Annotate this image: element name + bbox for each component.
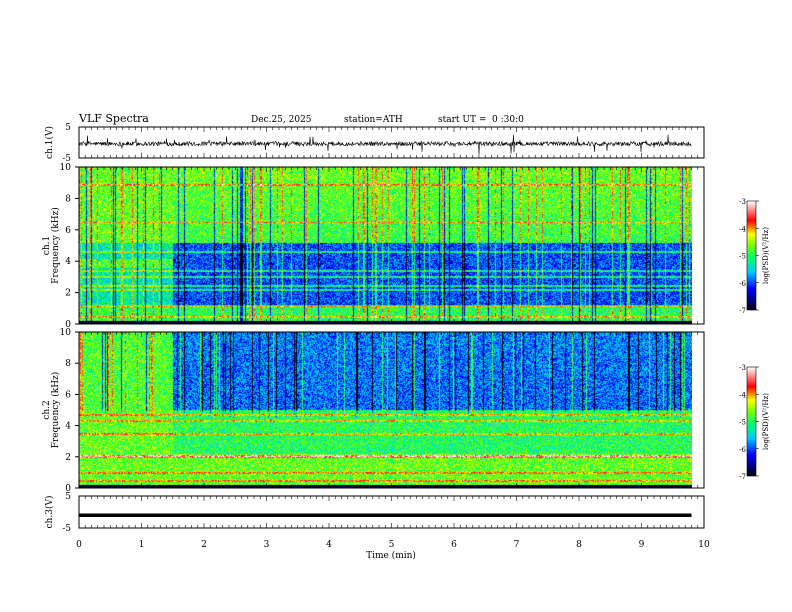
- start-ut-label: start UT =: [438, 115, 487, 125]
- ch3-ytick-label: 5: [65, 492, 71, 502]
- time-tick-label: 1: [139, 540, 145, 550]
- ch1-colorbar: -3 -4 -5 -6 -7 log(PSD)(V²/Hz): [739, 198, 770, 315]
- s2-ytick-label: 8: [65, 359, 71, 369]
- s2-ytick-label: 4: [65, 422, 71, 432]
- s2-ytick-label: 6: [65, 390, 71, 400]
- time-tick-label: 9: [639, 540, 645, 550]
- s1-ytick-label: 6: [65, 226, 71, 236]
- ch1-colorbar-tick-label: -6: [739, 280, 746, 288]
- ch1-colorbar-label: log(PSD)(V²/Hz): [762, 227, 770, 284]
- ch1-waveform-trace: [78, 134, 692, 155]
- s2-channel-label: ch.2: [42, 400, 52, 419]
- time-tick-label: 7: [514, 540, 520, 550]
- ch1-ytick-label: -5: [62, 154, 71, 164]
- ch1-ytick-label: 5: [65, 123, 71, 133]
- ch2-colorbar-tick-label: -6: [739, 446, 746, 454]
- s2-ytick-label: 10: [60, 328, 72, 338]
- s1-frequency-label: Frequency (kHz): [50, 207, 61, 284]
- time-tick-label: 3: [264, 540, 270, 550]
- s1-ytick-label: 2: [65, 289, 71, 299]
- ch2-colorbar-tick-label: -3: [739, 364, 746, 372]
- ch1-spectrogram-panel: 0 2 4 6 8 10 ch.1 Frequency (kHz): [42, 163, 705, 330]
- time-tick-label: 8: [576, 540, 582, 550]
- time-tick-label: 2: [201, 540, 207, 550]
- s1-ytick-label: 8: [65, 194, 71, 204]
- start-ut-value: 0 :30:0: [492, 115, 524, 125]
- ch1-colorbar-tick-label: -7: [739, 307, 746, 315]
- ch2-colorbar-label: log(PSD)(V²/Hz): [762, 393, 770, 450]
- date-label: Dec.25, 2025: [251, 115, 312, 125]
- s2-ytick-label: 2: [65, 453, 71, 463]
- ch3-ytick-label: -5: [62, 524, 71, 534]
- time-tick-label: 0: [76, 540, 82, 550]
- ch3-waveform-panel: 5 -5 ch.3(V) 0 1 2 3 4 5 6 7 8 9 10 Time (min): [44, 492, 710, 561]
- s1-channel-label: ch.1: [42, 236, 52, 255]
- time-tick-label: 5: [389, 540, 395, 550]
- ch1-waveform-panel: 5 -5 ch.1(V): [44, 123, 705, 164]
- time-axis-label: Time (min): [366, 550, 416, 561]
- s2-spectrogram-image: [79, 332, 692, 488]
- time-tick-label: 10: [698, 540, 710, 550]
- ch1-colorbar-tick-label: -4: [739, 225, 746, 233]
- time-tick-label: 4: [326, 540, 332, 550]
- ch2-colorbar: -3 -4 -5 -6 -7 log(PSD)(V²/Hz): [739, 364, 770, 481]
- ch1-axis-label: ch.1(V): [44, 126, 55, 159]
- s1-ytick-label: 10: [60, 163, 72, 173]
- figure-title: VLF Spectra: [79, 112, 149, 125]
- s2-ytick-label: 0: [65, 484, 71, 494]
- ch2-colorbar-tick-label: -5: [739, 419, 746, 427]
- ch2-colorbar-gradient: [747, 367, 756, 476]
- s1-ytick-label: 0: [65, 320, 71, 330]
- station-label: station=ATH: [344, 115, 403, 125]
- s1-spectrogram-image: [79, 167, 692, 324]
- s1-ytick-label: 4: [65, 257, 71, 267]
- ch3-axis-label: ch.3(V): [44, 496, 55, 529]
- s2-frequency-label: Frequency (kHz): [50, 372, 61, 449]
- ch1-colorbar-tick-label: -3: [739, 198, 746, 206]
- ch2-colorbar-tick-label: -7: [739, 473, 746, 481]
- ch2-spectrogram-panel: 0 2 4 6 8 10 ch.2 Frequency (kHz): [42, 328, 705, 494]
- ch2-colorbar-tick-label: -4: [739, 391, 746, 399]
- ch1-colorbar-gradient: [747, 201, 756, 310]
- ch1-colorbar-tick-label: -5: [739, 253, 746, 261]
- time-tick-label: 6: [451, 540, 457, 550]
